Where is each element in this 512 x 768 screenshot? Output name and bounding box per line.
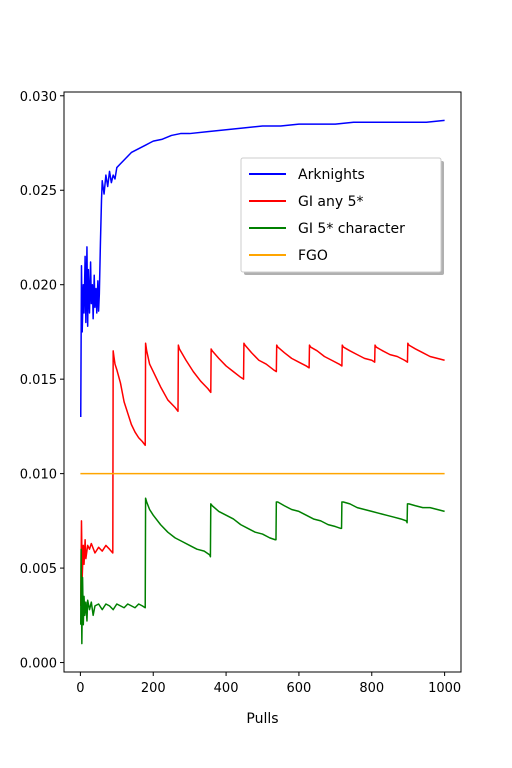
x-tick-label: 0 [76, 681, 84, 696]
x-axis-label: Pulls [246, 711, 278, 727]
legend-label-fgo: FGO [298, 248, 328, 264]
legend-label-gi-5-character: GI 5* character [298, 221, 405, 237]
x-tick-label: 200 [141, 681, 166, 696]
legend-label-arknights: Arknights [298, 167, 365, 183]
x-tick-label: 1000 [428, 681, 461, 696]
x-tick-label: 400 [214, 681, 239, 696]
x-tick-label: 600 [287, 681, 312, 696]
y-tick-label: 0.030 [20, 90, 57, 105]
series-line-gi-5-character [80, 497, 445, 645]
plot-frame [63, 91, 462, 673]
y-tick-label: 0.005 [20, 562, 57, 577]
y-tick-label: 0.010 [20, 468, 57, 483]
x-tick-label: 800 [359, 681, 384, 696]
legend: Arknights GI any 5* GI 5* character FGO [240, 157, 444, 275]
y-axis-ticks: 0.000 0.005 0.010 0.015 0.020 0.025 0.030 [20, 90, 64, 672]
legend-label-gi-any-5: GI any 5* [298, 194, 364, 210]
y-tick-label: 0.025 [20, 184, 57, 199]
series-layer [80, 119, 445, 645]
x-axis-ticks: 0 200 400 600 800 1000 [76, 672, 461, 696]
y-tick-label: 0.015 [20, 373, 57, 388]
series-line-arknights [80, 119, 445, 417]
y-tick-label: 0.000 [20, 657, 57, 672]
y-tick-label: 0.020 [20, 279, 57, 294]
series-line-gi-any-5 [80, 342, 445, 606]
legend-box [240, 157, 442, 273]
